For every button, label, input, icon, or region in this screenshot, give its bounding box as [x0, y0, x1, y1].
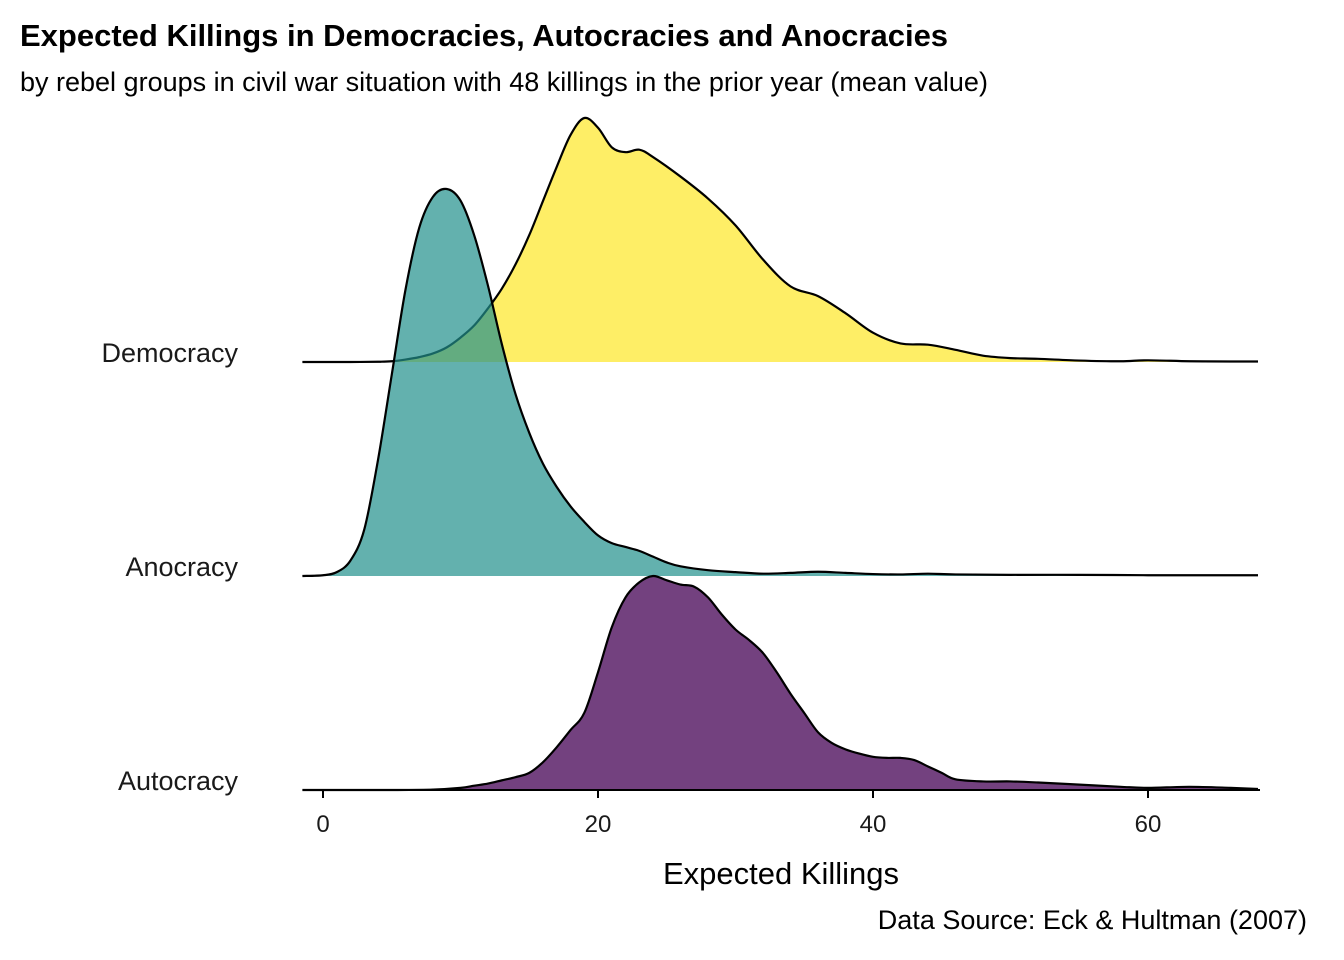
x-tick-label: 20 [585, 811, 612, 838]
category-label-anocracy: Anocracy [125, 552, 238, 582]
category-labels: Democracy Anocracy Autocracy [101, 338, 238, 796]
chart-caption: Data Source: Eck & Hultman (2007) [877, 905, 1307, 935]
chart-subtitle: by rebel groups in civil war situation w… [20, 67, 988, 97]
density-line-autocracy [302, 574, 1259, 792]
ridge-anocracy [302, 187, 1258, 578]
x-tick-label: 0 [316, 811, 329, 838]
density-area-autocracy [302, 575, 1258, 791]
category-label-democracy: Democracy [101, 338, 238, 368]
ridge-autocracy [302, 574, 1259, 792]
x-tick-label: 60 [1135, 811, 1162, 838]
category-label-autocracy: Autocracy [118, 766, 239, 796]
x-axis-title: Expected Killings [663, 856, 899, 891]
chart-title: Expected Killings in Democracies, Autocr… [20, 18, 949, 53]
x-axis: 0 20 40 60 [303, 789, 1260, 838]
density-area-democracy [302, 117, 1258, 363]
density-area-anocracy [302, 188, 1258, 576]
x-tick-label: 40 [860, 811, 887, 838]
density-line-anocracy [302, 187, 1258, 578]
ridges-layer [302, 116, 1259, 792]
